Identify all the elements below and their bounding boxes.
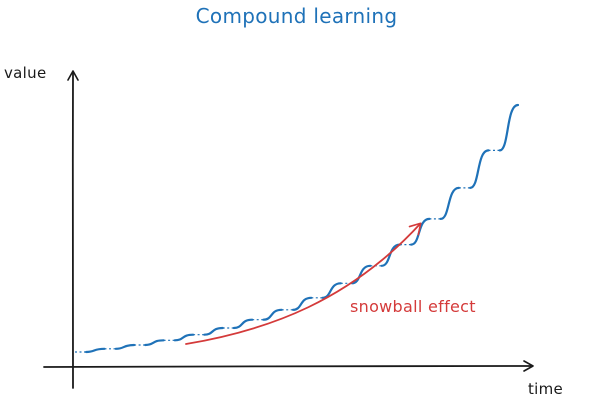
snowball-effect-label: snowball effect [350, 297, 476, 316]
curve-step-rise [116, 345, 134, 349]
curve-step-rise [204, 328, 222, 335]
x-axis [44, 366, 532, 367]
curve-step-rise [145, 340, 163, 345]
curve-step-rise [175, 335, 193, 341]
y-axis-label: value [4, 64, 46, 82]
curve-step-rise [441, 188, 459, 219]
curve-step-rise [234, 320, 252, 328]
curve-step-rise [500, 105, 518, 150]
snowball-arrow [186, 224, 420, 344]
curve-step-rise [263, 310, 281, 320]
page-title: Compound learning [0, 4, 593, 28]
curve-step-rise [86, 349, 104, 352]
curve-step-rise [470, 150, 488, 188]
x-axis-label: time [528, 380, 563, 398]
